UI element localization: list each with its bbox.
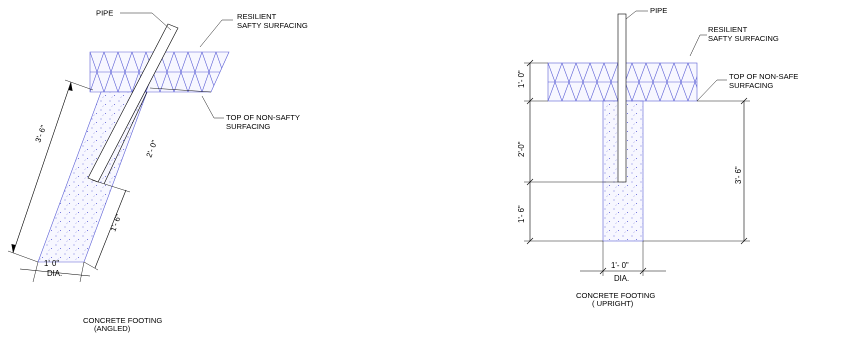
angled-top-surfacing-label-line2: SURFACING	[226, 122, 270, 131]
upright-resilient-label-line2: SAFTY SURFACING	[708, 34, 779, 43]
angled-top-surfacing-label-line1: TOP OF NON-SAFTY	[226, 113, 300, 122]
upright-top-surfacing-label-line1: TOP OF NON-SAFE	[729, 72, 798, 81]
angled-dim-lower	[83, 179, 131, 271]
upright-resilient-label-line1: RESILIENT	[708, 25, 748, 34]
upright-dim-width-label: 1'- 0"	[611, 261, 629, 270]
angled-pipe-leader	[120, 12, 172, 31]
angled-dim-upper	[103, 87, 212, 185]
upright-caption-line2: ( UPRIGHT)	[592, 299, 634, 308]
angled-dim-total	[7, 79, 94, 263]
upright-dim-upper-label: 2'-0"	[517, 141, 526, 157]
upright-top-surfacing-label-line2: SURFACING	[729, 81, 773, 90]
upright-caption-line1: CONCRETE FOOTING	[576, 291, 655, 300]
upright-pipe-leader	[625, 10, 648, 20]
upright-dim-lower-label: 1'- 6"	[517, 205, 526, 223]
angled-dim-width	[19, 261, 91, 283]
upright-dim-surface-label: 1'- 0"	[517, 70, 526, 88]
upright-detail: PIPE RESILIENT SAFTY SURFACING TOP OF NO…	[517, 6, 798, 308]
angled-resilient-label-line2: SAFTY SURFACING	[237, 21, 308, 30]
angled-dim-upper-label: 2'- 0"	[144, 139, 159, 159]
angled-dim-width-sub: DIA.	[47, 269, 62, 278]
upright-dim-total-label: 3'- 6"	[734, 166, 743, 184]
upright-top-surfacing-leader	[696, 79, 727, 102]
angled-resilient-leader	[199, 19, 233, 48]
angled-dim-total-label: 3'- 6"	[33, 124, 48, 144]
upright-dim-left-chain	[524, 59, 618, 245]
angled-resilient-label-line1: RESILIENT	[237, 12, 277, 21]
angled-caption-line2: (ANGLED)	[94, 324, 131, 333]
angled-pipe-label: PIPE	[96, 9, 113, 18]
upright-dim-width	[580, 241, 666, 276]
angled-top-surfacing-leader	[201, 95, 224, 119]
upright-pipe-label: PIPE	[650, 6, 667, 15]
upright-resilient-leader	[689, 34, 707, 57]
angled-detail: PIPE RESILIENT SAFTY SURFACING TOP OF NO…	[7, 9, 308, 333]
angled-caption-line1: CONCRETE FOOTING	[83, 316, 162, 325]
angled-dim-width-label: 1' 0"	[44, 259, 59, 268]
upright-pipe	[617, 13, 627, 183]
upright-dim-total	[643, 97, 750, 245]
angled-dim-lower-label: 1'- 6"	[108, 213, 123, 233]
upright-dim-width-sub: DIA.	[614, 274, 629, 283]
